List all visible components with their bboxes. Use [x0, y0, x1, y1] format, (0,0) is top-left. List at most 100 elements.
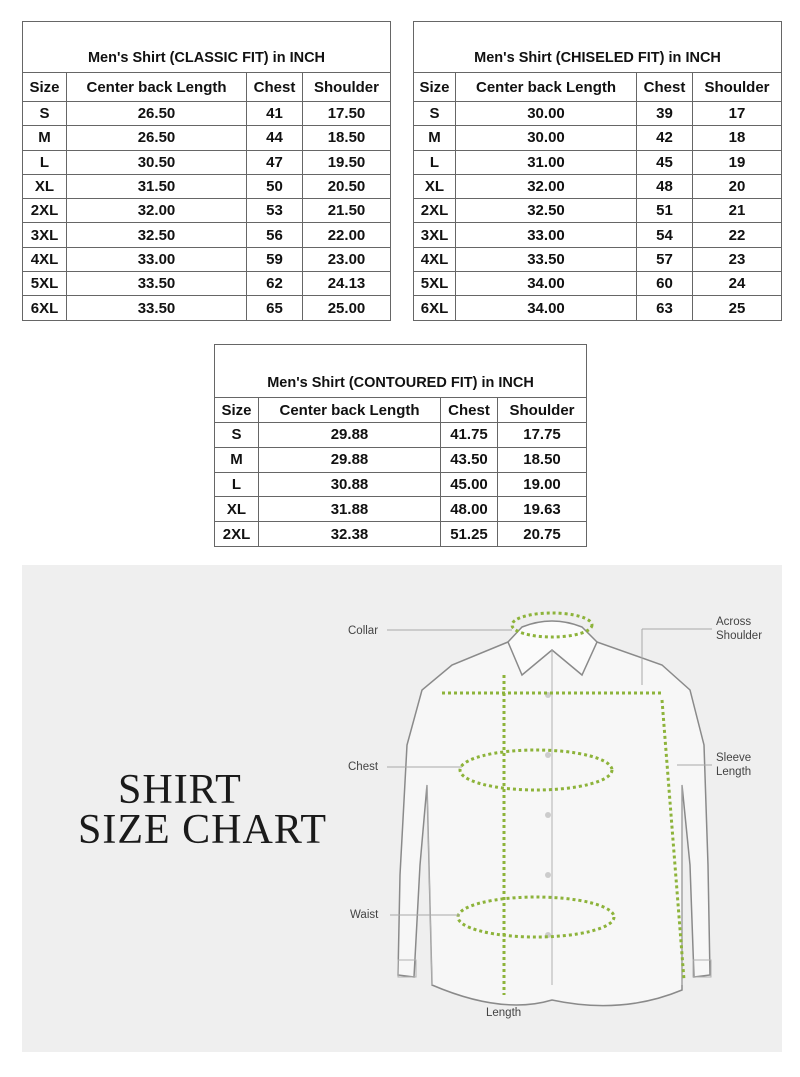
table-cell: 33.50: [66, 271, 247, 297]
table-cell: 32.00: [455, 173, 637, 200]
table-cell: 20: [691, 173, 783, 200]
table-cell: 29.88: [258, 446, 441, 473]
shirt-body: [397, 641, 711, 1007]
table-cell: 54: [636, 222, 693, 248]
label-chest: Chest: [348, 761, 379, 773]
table-cell: 23.00: [302, 246, 391, 273]
table-cell: 45: [636, 149, 693, 175]
column-header: Size: [22, 72, 67, 102]
table-title: Men's Shirt (CONTOURED FIT) in INCH: [213, 344, 588, 398]
table-cell: 32.00: [66, 198, 247, 224]
table-cell: 30.00: [455, 100, 637, 127]
table-cell: XL: [214, 496, 259, 523]
collar: [507, 620, 598, 677]
table-cell: S: [214, 422, 259, 448]
table-row: L 30.88 45.00 19.00: [214, 471, 588, 498]
column-header: Center back Length: [455, 72, 637, 102]
label-across: Across: [716, 616, 752, 628]
column-header: Shoulder: [302, 72, 391, 102]
table-row: L 31.00 45 19: [413, 149, 783, 175]
header-row: Size Center back Length Chest Shoulder: [22, 72, 391, 102]
table-cell: 24.13: [302, 271, 391, 297]
table-cell: 18.50: [302, 125, 391, 151]
table-cell: 3XL: [413, 222, 456, 248]
table-cell: 26.50: [66, 125, 247, 151]
table-cell: 3XL: [22, 222, 67, 248]
table-cell: 19: [691, 149, 783, 175]
table-cell: 33.00: [66, 246, 247, 273]
shirt-measurement-illustration: SHIRT SIZE CHART Collar Across Shoulder …: [22, 565, 782, 1052]
table-row: L 30.50 47 19.50: [22, 149, 391, 175]
table-row: S 30.00 39 17: [413, 100, 783, 127]
table-cell: 65: [246, 295, 303, 321]
table-row: XL 31.88 48.00 19.63: [214, 496, 588, 523]
table-row: 5XL 33.50 62 24.13: [22, 271, 391, 297]
label-sleeve: Sleeve: [716, 752, 752, 764]
table-cell: 29.88: [258, 422, 441, 448]
table-cell: 50: [246, 173, 303, 200]
header-row: Size Center back Length Chest Shoulder: [413, 72, 783, 102]
table-cell: 32.50: [66, 222, 247, 248]
table-row: 5XL 34.00 60 24: [413, 271, 783, 297]
label-shoulder: Shoulder: [716, 630, 763, 642]
table-row: S 29.88 41.75 17.75: [214, 422, 588, 448]
table-cell: 32.38: [258, 521, 441, 547]
table-row: XL 32.00 48 20: [413, 173, 783, 200]
table-cell: 63: [636, 295, 693, 321]
table-cell: 31.50: [66, 173, 247, 200]
table-cell: 6XL: [413, 295, 456, 321]
table-row: 3XL 33.00 54 22: [413, 222, 783, 248]
table-cell: 34.00: [455, 271, 637, 297]
table-title: Men's Shirt (CLASSIC FIT) in INCH: [22, 21, 391, 73]
label-waist: Waist: [350, 909, 379, 921]
table-cell: 2XL: [214, 521, 259, 547]
column-header: Size: [214, 397, 259, 423]
table-cell: 17.50: [302, 100, 391, 127]
table-cell: 2XL: [413, 198, 456, 224]
table-row: 2XL 32.50 51 21: [413, 198, 783, 224]
table-cell: 30.50: [66, 149, 247, 175]
label-sleeve-length-2: Length: [716, 766, 752, 778]
column-header: Chest: [636, 72, 693, 102]
column-header: Shoulder: [691, 72, 783, 102]
table-row: 2XL 32.00 53 21.50: [22, 198, 391, 224]
table-cell: 41.75: [440, 422, 498, 448]
table-cell: 62: [246, 271, 303, 297]
label-sleeve-length: Sleeve Length: [716, 751, 751, 779]
table-cell: 4XL: [22, 246, 67, 273]
table-row: 6XL 34.00 63 25: [413, 295, 783, 321]
table-cell: 30.88: [258, 471, 441, 498]
table-cell: 33.50: [66, 295, 247, 321]
table-cell: 25.00: [302, 295, 391, 321]
column-header: Center back Length: [66, 72, 247, 102]
heading-line-1: SHIRT: [118, 767, 242, 813]
table-cell: M: [413, 125, 456, 151]
table-cell: 43.50: [440, 446, 498, 473]
table-cell: 18: [691, 125, 783, 151]
table-cell: 19.63: [496, 496, 588, 523]
column-header: Size: [413, 72, 456, 102]
table-cell: 21.50: [302, 198, 391, 224]
contoured-fit-table: Men's Shirt (CONTOURED FIT) in INCH Size C…: [213, 344, 588, 547]
table-cell: 33.50: [455, 246, 637, 273]
table-cell: 57: [636, 246, 693, 273]
table-cell: 22: [691, 222, 783, 248]
table-cell: 30.00: [455, 125, 637, 151]
table-cell: 25: [691, 295, 783, 321]
table-cell: 4XL: [413, 246, 456, 273]
table-cell: 56: [246, 222, 303, 248]
table-row: 2XL 32.38 51.25 20.75: [214, 521, 588, 547]
classic-fit-table: Men's Shirt (CLASSIC FIT) in INCH Size Cen…: [22, 21, 391, 321]
table-cell: 48: [636, 173, 693, 200]
table-cell: 26.50: [66, 100, 247, 127]
table-row: 6XL 33.50 65 25.00: [22, 295, 391, 321]
table-cell: 42: [636, 125, 693, 151]
table-cell: 32.50: [455, 198, 637, 224]
table-cell: 18.50: [496, 446, 588, 473]
table-cell: 33.00: [455, 222, 637, 248]
table-cell: 24: [691, 271, 783, 297]
table-row: M 29.88 43.50 18.50: [214, 446, 588, 473]
table-cell: 5XL: [22, 271, 67, 297]
table-row: 4XL 33.50 57 23: [413, 246, 783, 273]
table-cell: S: [22, 100, 67, 127]
